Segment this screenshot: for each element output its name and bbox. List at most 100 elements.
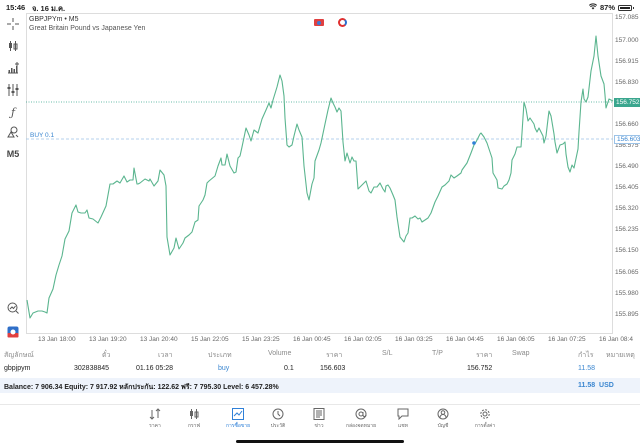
col-time: เวลา — [158, 352, 173, 359]
cell-ticket: 302838845 — [74, 365, 110, 372]
time-tick-label: 16 Jan 00:45 — [293, 336, 331, 343]
crosshair-icon — [7, 18, 19, 30]
entry-point-marker — [472, 141, 476, 145]
price-tick-label: 155.895 — [615, 311, 639, 318]
time-tick-label: 16 Jan 04:45 — [446, 336, 484, 343]
chart-toolbar: ƒ M5 — [0, 13, 26, 346]
crosshair-button[interactable] — [3, 15, 23, 33]
cell-volume: 0.1 — [284, 365, 294, 372]
trade-icon — [232, 408, 244, 420]
nav-quotes[interactable]: ราคา — [133, 408, 177, 430]
table-row[interactable]: gbpjpym 302838845 01.16 05:28 buy 0.1 15… — [0, 362, 640, 377]
order-line-label[interactable]: BUY 0.1 — [30, 132, 55, 139]
currency: USD — [599, 382, 614, 389]
cell-symbol: gbpjpym — [4, 365, 31, 372]
function-button[interactable]: ƒ — [3, 103, 23, 121]
price-line — [26, 35, 614, 319]
settings-sliders-icon — [7, 84, 19, 96]
nav-settings[interactable]: การตั้งค่า — [463, 408, 507, 430]
nav-account[interactable]: บัญชี — [421, 408, 465, 430]
col-symbol: สัญลักษณ์ — [4, 352, 34, 359]
date: จ. 16 ม.ค. — [32, 4, 66, 13]
price-tick-label: 156.150 — [615, 247, 639, 254]
wifi-icon — [588, 3, 598, 12]
time-tick-label: 15 Jan 23:25 — [242, 336, 280, 343]
table-header: สัญลักษณ์ ตั๋ว เวลา ประเภท Volume ราคา S… — [0, 347, 640, 362]
trade-search-button[interactable] — [3, 299, 23, 317]
time-tick-label: 13 Jan 18:00 — [38, 336, 76, 343]
price-tick-label: 156.830 — [615, 79, 639, 86]
objects-icon — [7, 126, 19, 138]
history-icon — [272, 408, 284, 420]
market-status-icon[interactable] — [338, 18, 347, 27]
trade-search-icon — [7, 302, 19, 314]
nav-label: กล่องจดหมาย — [345, 423, 377, 429]
col-ticket: ตั๋ว — [102, 352, 111, 359]
price-tick-label: 156.915 — [615, 58, 639, 65]
chart-type-button[interactable] — [3, 37, 23, 55]
col-profit: กำไร — [578, 352, 594, 359]
nav-label: ประวัติ — [270, 423, 286, 429]
col-volume: Volume — [268, 350, 292, 357]
status-bar: 15:46 จ. 16 ม.ค. 87% — [0, 0, 640, 13]
cell-time: 01.16 05:28 — [136, 365, 173, 372]
time-tick-label: 15 Jan 22:05 — [191, 336, 229, 343]
signal-flag-icon[interactable] — [314, 19, 324, 26]
candlestick-icon — [9, 41, 18, 51]
nav-label: ข่าว — [314, 423, 324, 429]
account-icon — [437, 408, 449, 420]
symbol-description: Great Britain Pound vs Japanese Yen — [29, 25, 146, 32]
time-tick-label: 16 Jan 07:25 — [548, 336, 586, 343]
chart-canvas[interactable] — [26, 13, 613, 334]
nav-trade[interactable]: การซื้อขาย — [216, 408, 260, 430]
price-tick-label: 156.320 — [615, 205, 639, 212]
home-indicator[interactable] — [236, 440, 404, 443]
price-tick-label: 156.490 — [615, 163, 639, 170]
cell-type: buy — [218, 365, 230, 372]
bid-price-tag: 156.752 — [614, 97, 640, 107]
nav-news[interactable]: ข่าว — [297, 408, 341, 430]
order-price-tag[interactable]: 156.603 — [614, 134, 640, 144]
settings-icon — [480, 409, 490, 419]
chart-settings-button[interactable] — [3, 81, 23, 99]
price-tick-label: 156.065 — [615, 269, 639, 276]
indicators-button[interactable] — [3, 59, 23, 77]
col-swap: Swap — [512, 350, 530, 357]
col-price: ราคา — [476, 352, 493, 359]
chart-title: GBPJPYm • M5 Great Britain Pound vs Japa… — [29, 15, 145, 33]
time-tick-label: 16 Jan 08:4 — [599, 336, 633, 343]
time-tick-label: 16 Jan 06:05 — [497, 336, 535, 343]
nav-label: กราฟ — [187, 423, 201, 429]
price-axis[interactable]: 157.085 157.000 156.915 156.830 156.660 156.5… — [613, 13, 640, 334]
news-icon — [313, 408, 325, 420]
nav-label: ราคา — [149, 423, 161, 429]
cell-price: 156.752 — [467, 365, 493, 372]
symbol-timeframe: GBPJPYm • M5 — [29, 16, 79, 23]
price-tick-label: 157.000 — [615, 37, 639, 44]
trade-table: สัญลักษณ์ ตั๋ว เวลา ประเภท Volume ราคา S… — [0, 347, 640, 377]
status-right: 87% — [588, 3, 634, 12]
nav-chart[interactable]: กราฟ — [172, 408, 216, 430]
timeframe-button[interactable]: M5 — [6, 149, 20, 159]
battery-icon — [618, 4, 634, 11]
nav-history[interactable]: ประวัติ — [256, 408, 300, 430]
nav-mailbox[interactable]: กล่องจดหมาย — [339, 408, 383, 430]
battery-percent: 87% — [599, 3, 615, 12]
one-click-trading-button[interactable] — [3, 323, 23, 341]
account-summary: Balance: 7 906.34 Equity: 7 917.92 หลักป… — [0, 378, 640, 393]
nav-label: แชท — [398, 423, 408, 429]
bottom-navigation: ราคา กราฟ การซื้อขาย ประวัติ ข่าว กล่องจ… — [0, 404, 640, 447]
objects-button[interactable] — [3, 123, 23, 141]
time-tick-label: 16 Jan 02:05 — [344, 336, 382, 343]
balance-summary: Balance: 7 906.34 Equity: 7 917.92 หลักป… — [4, 384, 279, 391]
col-comment: หมายเหตุ — [606, 352, 635, 359]
chart-icon — [190, 409, 199, 419]
nav-chat[interactable]: แชท — [381, 408, 425, 430]
time-axis[interactable]: 13 Jan 18:00 13 Jan 19:20 13 Jan 20:40 15 J… — [26, 335, 633, 345]
mailbox-icon — [355, 408, 367, 420]
clock: 15:46 — [6, 3, 26, 12]
nav-label: การตั้งค่า — [474, 423, 496, 429]
nav-label: การซื้อขาย — [225, 423, 251, 429]
cell-profit: 11.58 — [578, 365, 595, 372]
